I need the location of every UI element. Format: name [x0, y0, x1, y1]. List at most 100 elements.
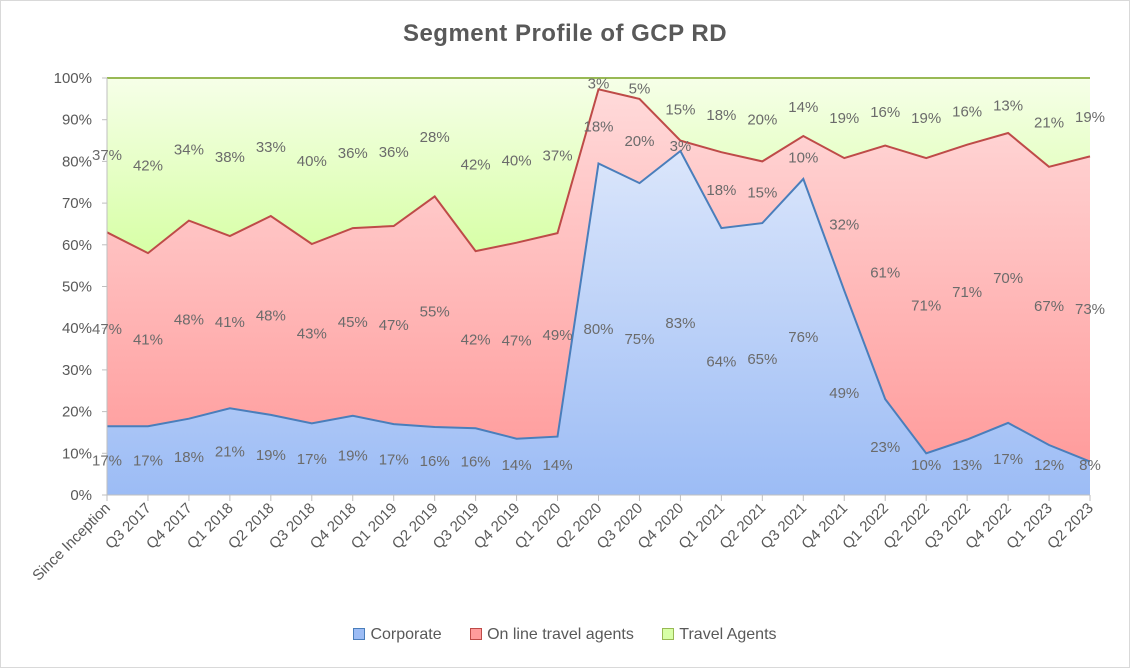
data-label: 64% — [706, 354, 736, 371]
data-label: 10% — [788, 149, 818, 166]
data-label: 16% — [420, 453, 450, 470]
data-label: 10% — [911, 457, 941, 474]
data-label: 19% — [256, 447, 286, 464]
y-tick-label: 30% — [62, 362, 92, 379]
data-label: 67% — [1034, 298, 1064, 315]
data-label: 8% — [1079, 457, 1101, 474]
data-label: 14% — [788, 99, 818, 116]
data-label: 71% — [952, 284, 982, 301]
data-label: 14% — [502, 457, 532, 474]
data-label: 33% — [256, 139, 286, 156]
data-label: 13% — [952, 457, 982, 474]
data-label: 17% — [297, 451, 327, 468]
data-label: 43% — [297, 326, 327, 343]
y-tick-label: 100% — [54, 70, 92, 87]
data-label: 14% — [543, 457, 573, 474]
data-label: 20% — [747, 112, 777, 129]
data-label: 37% — [92, 147, 122, 164]
data-label: 36% — [338, 145, 368, 162]
data-label: 21% — [1034, 114, 1064, 131]
data-label: 70% — [993, 270, 1023, 287]
x-tick-label: Q2 2023 — [1044, 500, 1097, 553]
data-label: 5% — [629, 80, 651, 97]
data-label: 45% — [338, 314, 368, 331]
data-label: 48% — [256, 307, 286, 324]
data-label: 61% — [870, 264, 900, 281]
legend-swatch-online-travel-agents — [470, 627, 483, 640]
data-label: 48% — [174, 312, 204, 329]
area-travel-agents — [107, 78, 1090, 254]
data-label: 32% — [829, 216, 859, 233]
data-label: 16% — [870, 104, 900, 121]
line-on-line-travel-agents — [106, 88, 1091, 255]
data-label: 42% — [461, 332, 491, 349]
data-label: 3% — [588, 76, 610, 93]
data-label: 17% — [133, 453, 163, 470]
data-label: 12% — [1034, 457, 1064, 474]
line-corporate — [107, 149, 1091, 463]
legend-item-online-travel-agents: On line travel agents — [470, 626, 634, 644]
data-label: 47% — [502, 333, 532, 350]
data-label: 36% — [379, 144, 409, 161]
data-label: 23% — [870, 439, 900, 456]
data-label: 42% — [461, 157, 491, 174]
data-label: 38% — [215, 149, 245, 166]
data-label: 41% — [215, 314, 245, 331]
data-label: 40% — [297, 153, 327, 170]
data-label: 80% — [583, 321, 613, 338]
y-tick-label: 0% — [70, 487, 92, 504]
data-label: 49% — [829, 385, 859, 402]
data-label: 34% — [174, 141, 204, 158]
data-label: 17% — [379, 452, 409, 469]
area-corporate — [107, 151, 1090, 495]
data-label: 41% — [133, 332, 163, 349]
data-label: 55% — [420, 304, 450, 321]
data-label: 19% — [338, 447, 368, 464]
data-label: 3% — [670, 138, 692, 155]
data-label: 76% — [788, 329, 818, 346]
x-tick-label: Since Inception — [29, 500, 114, 585]
area-on-line-travel-agents — [107, 89, 1090, 462]
data-label: 47% — [92, 321, 122, 338]
legend: Corporate On line travel agents Travel A… — [0, 626, 1130, 644]
y-tick-label: 60% — [62, 237, 92, 254]
legend-label-online-travel-agents: On line travel agents — [487, 626, 634, 643]
data-label: 28% — [420, 129, 450, 146]
data-label: 20% — [624, 133, 654, 150]
chart-title: Segment Profile of GCP RD — [402, 20, 728, 47]
data-label: 71% — [911, 298, 941, 315]
data-label: 18% — [706, 107, 736, 124]
data-label: 83% — [665, 315, 695, 332]
data-label: 19% — [829, 110, 859, 127]
data-label: 49% — [543, 327, 573, 344]
data-label: 18% — [174, 449, 204, 466]
data-label: 40% — [502, 152, 532, 169]
data-label: 18% — [706, 182, 736, 199]
data-label: 65% — [747, 351, 777, 368]
data-label: 16% — [461, 454, 491, 471]
legend-item-corporate: Corporate — [353, 626, 442, 644]
legend-label-corporate: Corporate — [370, 626, 442, 643]
y-tick-label: 40% — [62, 320, 92, 337]
data-label: 47% — [379, 317, 409, 334]
data-label: 75% — [624, 331, 654, 348]
y-tick-label: 10% — [62, 445, 92, 462]
data-label: 15% — [747, 184, 777, 201]
legend-swatch-travel-agents — [662, 627, 675, 640]
data-label: 13% — [993, 98, 1023, 115]
legend-label-travel-agents: Travel Agents — [679, 626, 777, 643]
data-label: 17% — [993, 451, 1023, 468]
data-label: 42% — [133, 158, 163, 175]
y-tick-label: 50% — [62, 279, 92, 296]
data-label: 17% — [92, 453, 122, 470]
data-label: 37% — [543, 148, 573, 165]
data-label: 15% — [665, 101, 695, 118]
y-tick-label: 80% — [62, 153, 92, 170]
data-label: 21% — [215, 444, 245, 461]
y-tick-label: 90% — [62, 112, 92, 129]
y-tick-label: 70% — [62, 195, 92, 212]
legend-swatch-corporate — [353, 627, 366, 640]
data-label: 19% — [911, 110, 941, 127]
data-label: 19% — [1075, 109, 1105, 126]
